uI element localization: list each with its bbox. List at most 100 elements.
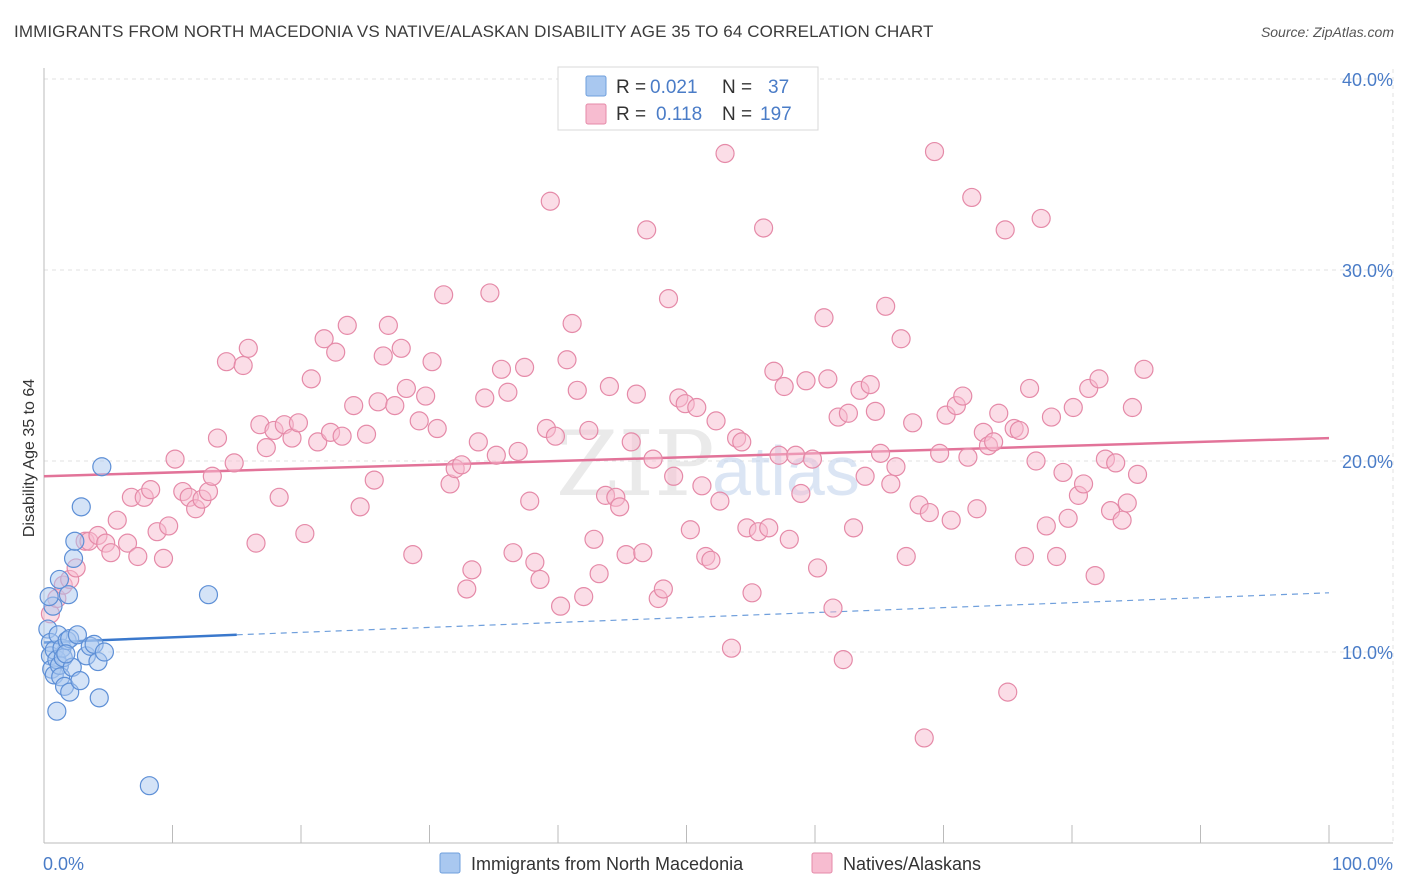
natives-point-124 [769,445,789,465]
natives-point-164 [984,432,1004,452]
natives-point-73 [498,382,518,402]
natives-point-140 [855,466,875,486]
natives-point-40 [301,369,321,389]
natives-point-58 [409,411,429,431]
legend-n-value-pink: 197 [760,104,792,125]
natives-point-166 [995,220,1015,240]
natives-point-95 [616,544,636,565]
natives-point-88 [579,420,599,441]
natives-point-69 [475,388,495,408]
immigrants-point-30 [89,688,109,708]
natives-point-132 [814,308,834,328]
natives-point-134 [823,598,843,618]
natives-point-113 [710,491,730,511]
trend-line-immigrants-dashed [236,592,1330,636]
x-tick-label-max: 100.0% [1332,854,1393,874]
natives-point-70 [480,283,500,303]
natives-point-50 [364,470,384,490]
legend-r-label-blue: R = [616,77,646,98]
natives-point-51 [368,392,388,412]
natives-point-128 [791,483,811,504]
natives-point-78 [525,552,545,572]
y-axis-label: Disability Age 35 to 64 [21,379,38,537]
immigrants-point-22 [65,531,85,551]
natives-point-72 [491,359,512,379]
natives-point-114 [715,143,735,164]
natives-point-109 [692,476,712,496]
natives-point-53 [378,315,398,335]
natives-point-178 [1058,508,1078,528]
immigrants-point-32 [94,642,114,662]
natives-point-174 [1036,516,1056,536]
series-natives-alaskans [40,141,1154,748]
trend-line-natives-alaskans [43,436,1330,478]
legend-bottom: Immigrants from North Macedonia Natives/… [439,852,981,874]
natives-point-190 [1122,397,1142,418]
natives-point-19 [165,449,185,469]
natives-point-49 [356,424,377,444]
immigrants-point-24 [70,671,90,691]
natives-point-175 [1041,407,1062,427]
immigrants-point-8 [47,701,67,721]
series-immigrants-north-macedonia [38,457,219,796]
natives-point-188 [1112,510,1132,530]
natives-point-102 [653,579,673,599]
natives-point-68 [468,432,488,452]
natives-point-107 [680,520,700,540]
natives-point-165 [989,403,1009,423]
natives-point-179 [1063,397,1083,418]
y-tick-label-2: 30.0% [1342,261,1393,281]
natives-point-76 [514,357,535,378]
natives-point-52 [373,346,393,366]
natives-point-56 [396,378,416,399]
natives-point-111 [701,550,721,570]
immigrants-point-36 [56,644,76,664]
natives-point-156 [941,510,961,530]
natives-point-17 [153,548,174,569]
natives-point-151 [914,728,934,748]
natives-point-108 [687,397,707,418]
natives-point-100 [643,449,663,469]
natives-point-41 [308,432,328,452]
legend-r-label-pink: R = [616,104,646,125]
natives-point-122 [759,518,779,538]
natives-point-62 [434,285,454,305]
natives-point-85 [562,313,582,334]
natives-point-15 [141,480,161,500]
legend-top: R = 0.021 N = 37 R = 0.118 N = 197 [557,66,819,131]
natives-point-183 [1085,565,1105,586]
immigrants-point-21 [63,548,84,569]
natives-point-121 [753,218,774,238]
natives-point-192 [1134,359,1154,379]
natives-point-184 [1089,369,1109,389]
natives-point-25 [202,466,222,486]
natives-point-170 [1014,546,1035,567]
natives-point-160 [962,187,982,208]
natives-point-65 [452,455,472,475]
natives-point-147 [891,329,911,349]
natives-point-145 [881,474,901,494]
natives-point-79 [530,569,550,590]
immigrants-point-34 [198,585,219,605]
natives-point-112 [706,411,726,431]
natives-point-28 [224,453,244,473]
natives-point-74 [503,543,523,563]
natives-point-48 [350,497,370,517]
source-label: Source: ZipAtlas.com [1260,24,1394,40]
natives-point-97 [626,384,646,404]
legend-swatch-pink [585,103,607,125]
immigrants-point-23 [67,625,88,645]
natives-point-141 [860,375,880,395]
natives-point-172 [1026,451,1046,471]
natives-point-44 [326,342,346,362]
natives-point-129 [796,371,816,391]
natives-point-103 [658,289,679,309]
natives-point-18 [159,516,179,536]
immigrants-point-35 [39,587,59,607]
natives-point-54 [385,396,405,416]
natives-point-133 [818,369,838,389]
immigrants-point-17 [58,585,79,605]
natives-point-47 [344,396,364,416]
natives-point-173 [1031,208,1051,229]
chart-title: IMMIGRANTS FROM NORTH MACEDONIA VS NATIV… [14,22,934,41]
